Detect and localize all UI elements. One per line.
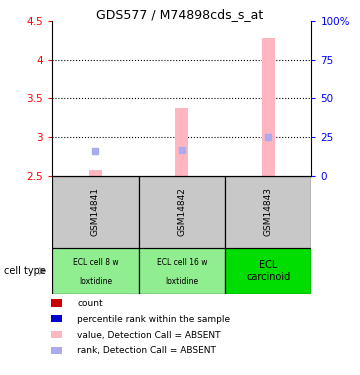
Text: percentile rank within the sample: percentile rank within the sample — [77, 315, 230, 324]
Bar — [225, 248, 311, 294]
Bar — [139, 248, 225, 294]
Bar — [51, 299, 62, 307]
Text: rank, Detection Call = ABSENT: rank, Detection Call = ABSENT — [77, 346, 216, 355]
Text: count: count — [77, 299, 103, 308]
Text: GSM14842: GSM14842 — [177, 188, 186, 236]
Bar — [52, 248, 139, 294]
Bar — [51, 315, 62, 322]
Text: loxtidine: loxtidine — [165, 277, 198, 286]
Text: loxtidine: loxtidine — [79, 277, 112, 286]
Text: GSM14843: GSM14843 — [264, 188, 273, 236]
Bar — [175, 108, 188, 176]
Text: ECL
carcinoid: ECL carcinoid — [246, 260, 290, 282]
Text: cell type: cell type — [4, 266, 45, 276]
Text: value, Detection Call = ABSENT: value, Detection Call = ABSENT — [77, 331, 221, 340]
Bar — [52, 176, 139, 248]
Bar — [225, 176, 311, 248]
Bar — [262, 38, 275, 176]
Bar — [51, 346, 62, 354]
Bar — [51, 331, 62, 338]
Text: GSM14841: GSM14841 — [91, 188, 100, 236]
Text: ECL cell 8 w: ECL cell 8 w — [73, 258, 118, 267]
Bar — [139, 176, 225, 248]
Bar — [89, 170, 102, 176]
Text: GDS577 / M74898cds_s_at: GDS577 / M74898cds_s_at — [96, 8, 264, 21]
Text: ECL cell 16 w: ECL cell 16 w — [157, 258, 207, 267]
